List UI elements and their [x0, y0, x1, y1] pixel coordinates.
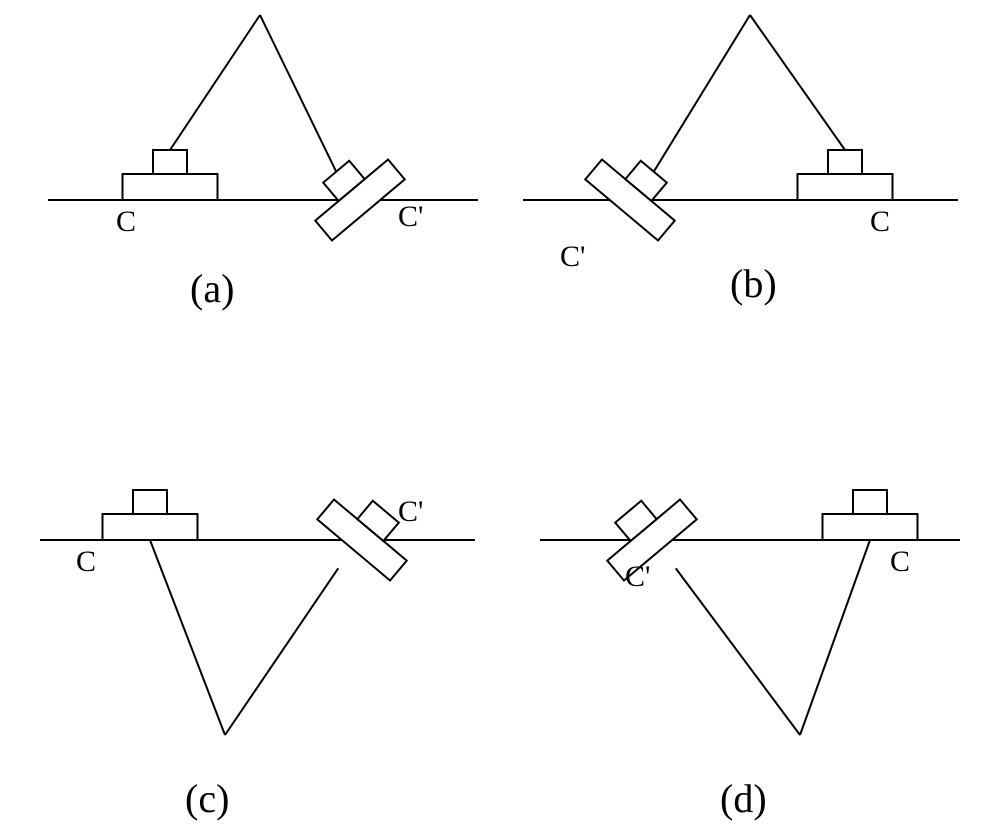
- label-cprime-d: C': [625, 560, 650, 594]
- camera-tilted-a: [300, 141, 405, 240]
- panel-label-a: (a): [190, 265, 234, 312]
- panel-label-c: (c): [185, 775, 229, 822]
- ray-from-upright: [150, 540, 225, 735]
- ray-from-tilted: [260, 15, 336, 172]
- label-c-d: C: [890, 545, 910, 579]
- ray-from-tilted: [225, 568, 338, 735]
- label-cprime-a: C': [398, 200, 423, 234]
- ray-from-tilted: [676, 568, 800, 735]
- camera-upright-d: [823, 490, 918, 540]
- diagram-canvas: [0, 0, 1000, 824]
- ray-from-upright: [750, 15, 845, 150]
- ray-from-tilted: [654, 15, 750, 172]
- panel-label-b: (b): [730, 260, 777, 307]
- label-cprime-c: C': [398, 495, 423, 529]
- ray-from-upright: [800, 540, 870, 735]
- camera-upright-b: [798, 150, 893, 200]
- ray-from-upright: [170, 15, 260, 150]
- camera-upright-c: [103, 490, 198, 540]
- panel-label-d: (d): [720, 775, 767, 822]
- camera-upright-a: [123, 150, 218, 200]
- label-c-b: C: [870, 205, 890, 239]
- label-cprime-b: C': [560, 240, 585, 274]
- camera-tilted-b: [585, 141, 690, 240]
- label-c-c: C: [76, 545, 96, 579]
- label-c-a: C: [116, 205, 136, 239]
